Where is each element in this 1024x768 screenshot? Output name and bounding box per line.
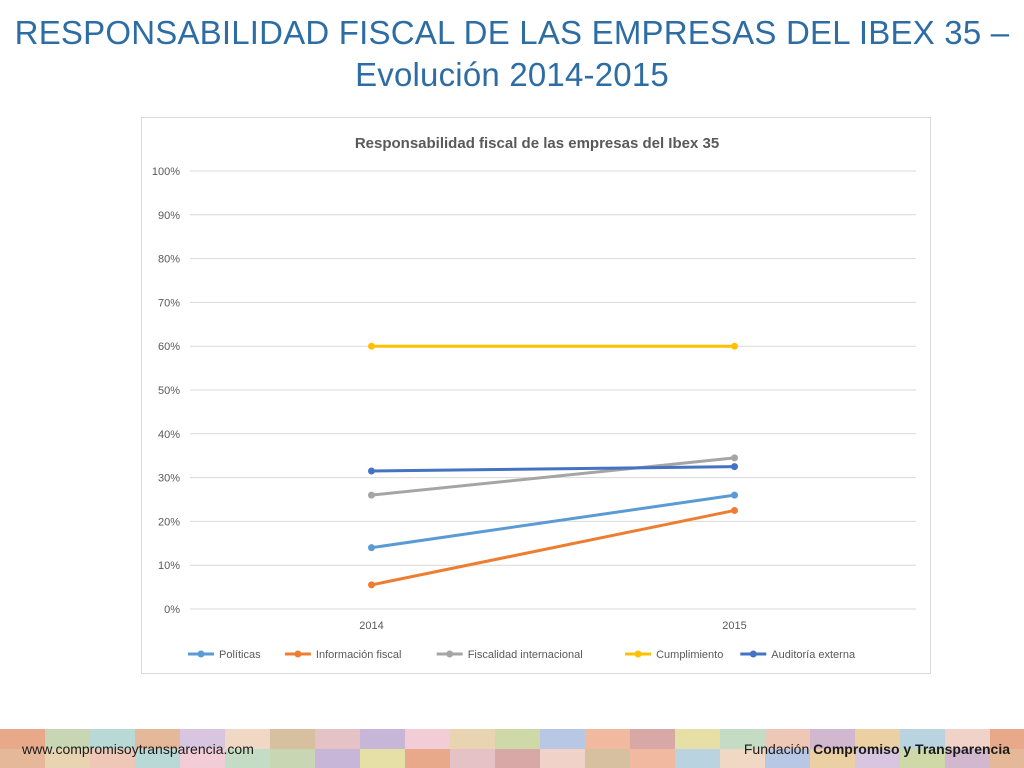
x-tick-label: 2014 xyxy=(359,620,383,632)
series-line-fiscalidad-internacional xyxy=(371,456,735,497)
series-line-auditoria-externa xyxy=(371,465,735,473)
footer-bar: www.compromisoytransparencia.com Fundaci… xyxy=(0,729,1024,768)
data-point-cumplimiento xyxy=(368,342,375,350)
chart-area: Responsabilidad fiscal de las empresas d… xyxy=(141,117,931,674)
legend-label: Políticas xyxy=(219,649,261,661)
slide-title-line-2: Evolución 2014-2015 xyxy=(355,56,669,93)
y-tick-label: 30% xyxy=(158,473,180,485)
data-point-cumplimiento xyxy=(731,342,738,350)
y-tick-label: 60% xyxy=(158,341,180,353)
footer-org-prefix: Fundación xyxy=(743,741,810,757)
chart-title: Responsabilidad fiscal de las empresas d… xyxy=(355,135,719,152)
slide-title: RESPONSABILIDAD FISCAL DE LAS EMPRESAS D… xyxy=(0,12,1024,96)
legend-marker xyxy=(446,650,454,658)
legend-label: Cumplimiento xyxy=(656,649,723,661)
y-tick-label: 70% xyxy=(158,297,180,309)
series-line-politicas xyxy=(371,493,735,550)
series-line-informacion-fiscal xyxy=(371,508,735,587)
footer-organization: Fundación Compromiso y Transparencia xyxy=(744,741,1010,757)
footer-website: www.compromisoytransparencia.com xyxy=(22,741,254,757)
data-point-informacion-fiscal xyxy=(731,506,738,514)
data-point-fiscalidad-internacional xyxy=(731,454,738,462)
y-tick-label: 80% xyxy=(158,254,180,266)
data-point-auditoria-externa xyxy=(368,467,375,475)
data-point-auditoria-externa xyxy=(731,463,738,471)
legend-marker xyxy=(634,650,642,658)
data-point-informacion-fiscal xyxy=(368,581,375,589)
footer-org-name: Compromiso y Transparencia xyxy=(813,741,1010,757)
y-tick-label: 10% xyxy=(158,560,180,572)
y-tick-label: 50% xyxy=(158,385,180,397)
data-point-politicas xyxy=(731,491,738,499)
legend-label: Información fiscal xyxy=(316,649,402,661)
legend-label: Auditoría externa xyxy=(771,649,856,661)
legend-marker xyxy=(749,650,757,658)
y-tick-label: 0% xyxy=(164,604,180,616)
y-tick-label: 20% xyxy=(158,516,180,528)
footer-mosaic-decoration xyxy=(0,729,1024,768)
line-chart: Responsabilidad fiscal de las empresas d… xyxy=(152,135,916,661)
legend-marker xyxy=(197,650,205,658)
y-tick-label: 40% xyxy=(158,429,180,441)
x-tick-label: 2015 xyxy=(722,620,746,632)
y-tick-label: 90% xyxy=(158,210,180,222)
slide-title-line-1: RESPONSABILIDAD FISCAL DE LAS EMPRESAS D… xyxy=(14,14,1010,51)
legend-marker xyxy=(294,650,302,658)
y-tick-label: 100% xyxy=(152,166,180,178)
legend-label: Fiscalidad internacional xyxy=(468,649,583,661)
data-point-politicas xyxy=(368,544,375,552)
data-point-fiscalidad-internacional xyxy=(368,491,375,499)
